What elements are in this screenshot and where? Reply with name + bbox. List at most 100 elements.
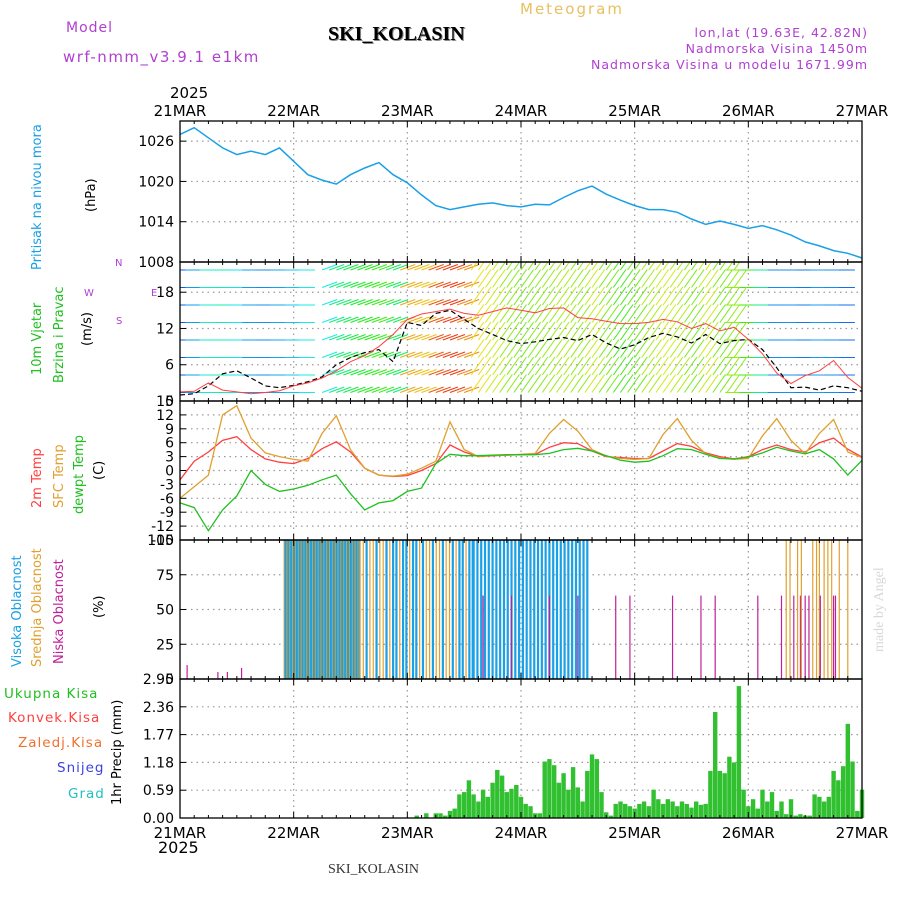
y-tick-label: 0 bbox=[165, 394, 174, 410]
precip-bar bbox=[717, 770, 723, 818]
wind-barb bbox=[620, 304, 634, 323]
grid-layer bbox=[180, 121, 862, 818]
wind-barb bbox=[321, 299, 338, 306]
wind-barb bbox=[385, 316, 402, 323]
wind-barb bbox=[676, 262, 684, 271]
wind-barb bbox=[655, 339, 670, 358]
wind-barb bbox=[719, 304, 733, 323]
wind-barb bbox=[378, 264, 395, 271]
wind-barb bbox=[477, 374, 492, 393]
wind-barb bbox=[577, 304, 591, 323]
wind-barb bbox=[563, 321, 577, 341]
panel-frame bbox=[179, 261, 863, 402]
wind-barb bbox=[655, 356, 670, 376]
wind-barb bbox=[584, 304, 598, 323]
wind-barb bbox=[442, 281, 459, 288]
wind-barb bbox=[477, 286, 492, 306]
wind-barb bbox=[641, 269, 655, 288]
precip-bar bbox=[499, 775, 505, 818]
wind-barb bbox=[513, 286, 527, 306]
wind-barb bbox=[513, 374, 527, 393]
wind-barb bbox=[683, 304, 698, 323]
wind-barb bbox=[400, 281, 416, 288]
wind-barb bbox=[627, 321, 641, 341]
wind-barb bbox=[641, 321, 655, 341]
y-tick-label: 15 bbox=[156, 394, 174, 410]
wind-barb bbox=[520, 286, 535, 306]
wind-barb bbox=[584, 356, 598, 376]
wind-barb bbox=[449, 264, 466, 271]
wind-barb bbox=[612, 374, 627, 393]
precip-bar bbox=[580, 801, 585, 818]
wind-barb bbox=[655, 269, 670, 288]
wind-barb bbox=[414, 334, 430, 341]
wind-barb bbox=[378, 281, 395, 288]
wind-barb bbox=[336, 281, 352, 288]
x-date-label-bottom: 25MAR bbox=[608, 824, 661, 842]
wind-barb bbox=[407, 334, 423, 341]
wind-barb bbox=[598, 374, 613, 393]
wind-barb bbox=[648, 304, 662, 323]
cloud-ylabel-high: Visoka Oblacnost bbox=[10, 555, 25, 667]
wind-barb bbox=[527, 286, 542, 306]
wind-barb bbox=[634, 262, 641, 271]
wind-barb bbox=[698, 269, 712, 288]
precip-bar bbox=[514, 785, 519, 818]
wind-barb bbox=[726, 321, 741, 341]
wind-barb bbox=[520, 304, 535, 323]
precip-bar bbox=[765, 801, 770, 818]
wind-barb bbox=[733, 321, 748, 341]
wind-barb bbox=[364, 386, 380, 393]
wind-barb bbox=[485, 269, 499, 288]
precip-bar bbox=[713, 712, 718, 818]
wind-barb bbox=[669, 374, 684, 393]
x-date-label-top: 26MAR bbox=[722, 102, 775, 120]
wind-barb bbox=[421, 299, 437, 306]
x-date-label-top: 23MAR bbox=[381, 102, 434, 120]
precip-bar bbox=[656, 799, 661, 818]
wind-barb bbox=[407, 316, 423, 323]
wind-barb bbox=[620, 339, 634, 358]
y-tick-label: 0.00 bbox=[143, 811, 174, 827]
wind-unit: (m/s) bbox=[80, 312, 95, 346]
precip-bar bbox=[774, 810, 779, 818]
wind-barb bbox=[371, 369, 388, 376]
wind-barb bbox=[541, 286, 556, 306]
wind-barb bbox=[477, 269, 492, 288]
wind-barb bbox=[634, 321, 648, 341]
wind-barb bbox=[485, 304, 499, 323]
wind-barb bbox=[683, 374, 698, 393]
wind-barb bbox=[726, 339, 741, 358]
wind-barb bbox=[719, 374, 733, 393]
dewpt-line bbox=[179, 446, 863, 532]
wind-barb bbox=[492, 356, 506, 376]
wind-barb bbox=[683, 262, 691, 271]
wind-barb bbox=[371, 386, 388, 393]
wind-barb bbox=[556, 339, 570, 358]
wind-barb bbox=[336, 369, 352, 376]
wind-barb bbox=[549, 374, 563, 393]
precip-bar bbox=[845, 723, 850, 818]
precip-bar bbox=[457, 794, 462, 818]
precip-bar bbox=[769, 792, 775, 818]
wind-barb bbox=[541, 321, 556, 341]
wind-barb bbox=[407, 281, 423, 288]
precip-bar bbox=[613, 803, 618, 818]
precip-bar bbox=[452, 808, 457, 818]
wind-barb bbox=[662, 262, 670, 271]
wind-barb bbox=[563, 374, 577, 393]
wind-barb bbox=[591, 356, 606, 376]
wind-barb bbox=[392, 369, 409, 376]
wind-barb bbox=[371, 281, 388, 288]
wind-barb bbox=[627, 356, 641, 376]
wind-barb bbox=[662, 339, 677, 358]
wind-barb bbox=[414, 316, 430, 323]
wind-barb bbox=[627, 339, 641, 358]
wind-barb bbox=[385, 351, 402, 358]
wind-barb bbox=[513, 304, 527, 323]
wind-barb bbox=[733, 286, 748, 306]
wind-barb bbox=[435, 334, 451, 341]
wind-barb bbox=[598, 286, 613, 306]
precip-bar bbox=[826, 796, 831, 818]
wind-barb bbox=[392, 281, 409, 288]
